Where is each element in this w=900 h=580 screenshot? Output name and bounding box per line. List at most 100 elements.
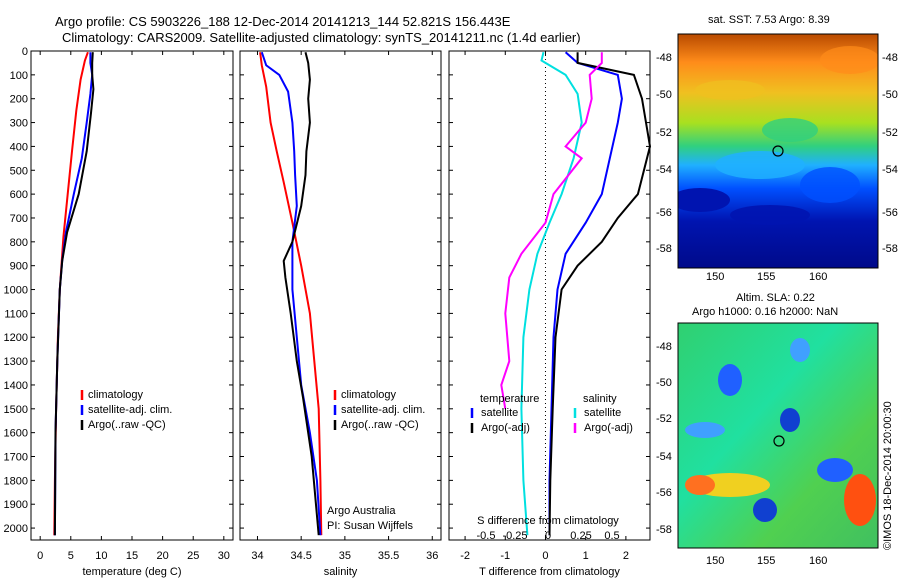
- y-tick-label: 400: [10, 141, 28, 153]
- sst-ytick: -52: [882, 127, 898, 139]
- y-tick-label: 1200: [4, 332, 28, 344]
- legend-label: satellite-adj. clim.: [341, 404, 425, 416]
- x-tick-label: 36: [426, 550, 438, 562]
- legend-label: climatology: [341, 389, 397, 401]
- y-tick-label: 1300: [4, 356, 28, 368]
- sst-ytick-left: -58: [656, 243, 672, 255]
- legend-label: satellite: [481, 407, 518, 419]
- secondary-axis-label: S difference from climatology: [477, 515, 619, 527]
- y-tick-label: 1600: [4, 428, 28, 440]
- plot-frame: [30, 50, 234, 541]
- y-tick-label: 1100: [4, 308, 28, 320]
- legend-label: climatology: [88, 389, 144, 401]
- x-tick-label: 15: [126, 550, 138, 562]
- sla-ytick: -50: [656, 377, 672, 389]
- figure-title-line1: Argo profile: CS 5903226_188 12-Dec-2014…: [55, 14, 511, 29]
- x-tick-label: 25: [187, 550, 199, 562]
- secondary-tick-label: -0.5: [477, 530, 496, 542]
- sla-ytick: -58: [656, 524, 672, 536]
- sla-xtick: 155: [757, 555, 776, 567]
- sla-ytick: -48: [656, 341, 672, 353]
- sla-ytick: -54: [656, 451, 672, 463]
- x-tick-label: 34: [251, 550, 263, 562]
- sst-ytick: -50: [882, 89, 898, 101]
- sst-ytick-left: -54: [656, 164, 672, 176]
- x-axis-label: T difference from climatology: [479, 566, 620, 578]
- imos-timestamp: ©IMOS 18-Dec-2014 20:00:30: [882, 401, 894, 550]
- sst-xtick: 160: [809, 271, 828, 283]
- y-tick-label: 1000: [4, 285, 28, 297]
- sst-ytick-left: -56: [656, 207, 672, 219]
- x-tick-label: 5: [68, 550, 74, 562]
- x-tick-label: 0: [542, 550, 548, 562]
- secondary-tick-label: 0.25: [570, 530, 591, 542]
- y-tick-label: 200: [10, 94, 28, 106]
- series-line-satellite-adj-clim-: [260, 51, 322, 536]
- y-tick-label: 1800: [4, 475, 28, 487]
- sst-xtick: 150: [706, 271, 725, 283]
- x-tick-label: 10: [95, 550, 107, 562]
- y-tick-label: 300: [10, 118, 28, 130]
- secondary-tick-label: 0: [545, 530, 551, 542]
- legend-header: temperature: [480, 393, 539, 405]
- y-tick-label: 600: [10, 189, 28, 201]
- legend-label: Argo(-adj): [584, 422, 633, 434]
- x-tick-label: 34.5: [290, 550, 311, 562]
- secondary-tick-label: -0.25: [502, 530, 527, 542]
- sst-ytick: -56: [882, 207, 898, 219]
- x-tick-label: 1: [583, 550, 589, 562]
- sst-xtick: 155: [757, 271, 776, 283]
- x-tick-label: 35: [339, 550, 351, 562]
- x-tick-label: 20: [156, 550, 168, 562]
- x-tick-label: 30: [218, 550, 230, 562]
- sst-ytick: -58: [882, 243, 898, 255]
- sst-ytick-left: -52: [656, 127, 672, 139]
- sla-map-title-1: Altim. SLA: 0.22: [736, 292, 815, 304]
- secondary-tick-label: 0.5: [604, 530, 619, 542]
- sst-ytick: -54: [882, 164, 898, 176]
- x-tick-label: 2: [623, 550, 629, 562]
- legend-label: Argo(..raw -QC): [341, 419, 419, 431]
- sla-xtick: 150: [706, 555, 725, 567]
- y-tick-label: 0: [22, 46, 28, 58]
- y-tick-label: 900: [10, 261, 28, 273]
- legend-label: satellite-adj. clim.: [88, 404, 172, 416]
- figure-title-line2: Climatology: CARS2009. Satellite-adjuste…: [62, 30, 581, 45]
- y-tick-label: 1900: [4, 499, 28, 511]
- y-tick-label: 1500: [4, 404, 28, 416]
- y-tick-label: 1400: [4, 380, 28, 392]
- legend-label: satellite: [584, 407, 621, 419]
- x-tick-label: -1: [500, 550, 510, 562]
- x-axis-label: temperature (deg C): [82, 566, 181, 578]
- series-line-satellite: [548, 51, 623, 536]
- sst-ytick: -48: [882, 52, 898, 64]
- plot-frame: [448, 50, 651, 541]
- series-line-argo-raw-qc-: [282, 51, 320, 536]
- y-tick-label: 100: [10, 70, 28, 82]
- legend-label: Argo(-adj): [481, 422, 530, 434]
- sst-ytick-left: -48: [656, 52, 672, 64]
- sst-ytick-left: -50: [656, 89, 672, 101]
- annotation-line: PI: Susan Wijffels: [327, 520, 413, 532]
- series-line-climatology: [259, 52, 323, 536]
- y-tick-label: 2000: [4, 523, 28, 535]
- series-line-argo-raw-qc-: [53, 52, 95, 536]
- y-tick-label: 700: [10, 213, 28, 225]
- plot-frame: [239, 50, 442, 541]
- x-axis-label: salinity: [324, 566, 358, 578]
- y-tick-label: 800: [10, 237, 28, 249]
- x-tick-label: 0: [37, 550, 43, 562]
- sla-ytick: -56: [656, 487, 672, 499]
- series-line-argo-adj-: [500, 52, 603, 409]
- x-tick-label: -2: [460, 550, 470, 562]
- sla-xtick: 160: [809, 555, 828, 567]
- annotation-line: Argo Australia: [327, 505, 396, 517]
- sla-map-title-2: Argo h1000: 0.16 h2000: NaN: [692, 306, 839, 318]
- series-line-argo-adj-: [548, 52, 652, 536]
- legend-header: salinity: [583, 393, 617, 405]
- legend-label: Argo(..raw -QC): [88, 419, 166, 431]
- x-tick-label: 35.5: [378, 550, 399, 562]
- sla-ytick: -52: [656, 413, 672, 425]
- y-tick-label: 1700: [4, 452, 28, 464]
